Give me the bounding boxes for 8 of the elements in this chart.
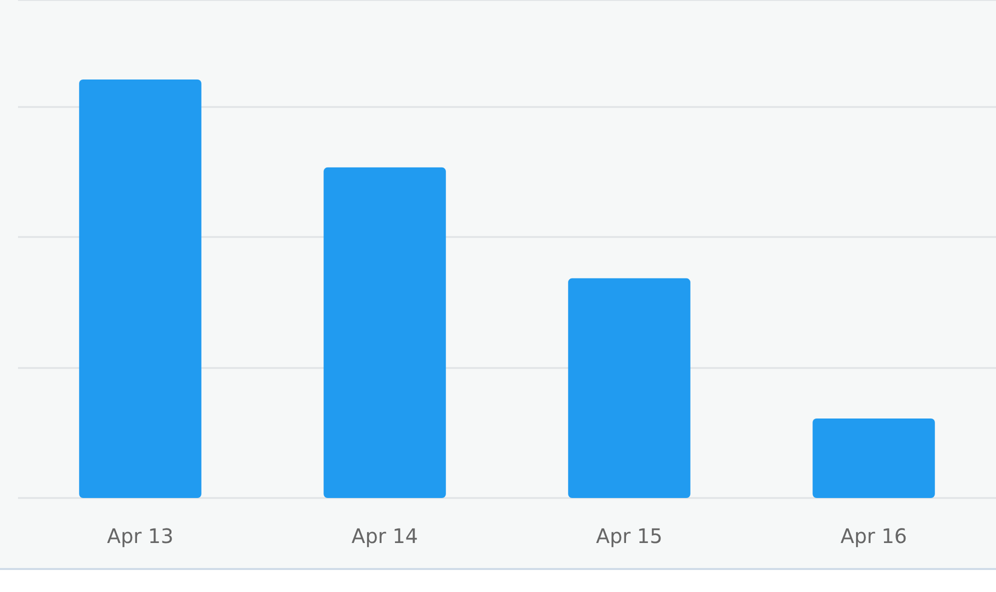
bar xyxy=(812,418,935,498)
bar xyxy=(568,278,690,498)
x-tick-label: Apr 15 xyxy=(596,524,662,548)
bar xyxy=(79,80,202,498)
x-tick-label: Apr 13 xyxy=(107,524,174,548)
x-tick-label: Apr 16 xyxy=(840,524,907,548)
x-tick-label: Apr 14 xyxy=(352,524,418,548)
bar xyxy=(324,167,446,498)
